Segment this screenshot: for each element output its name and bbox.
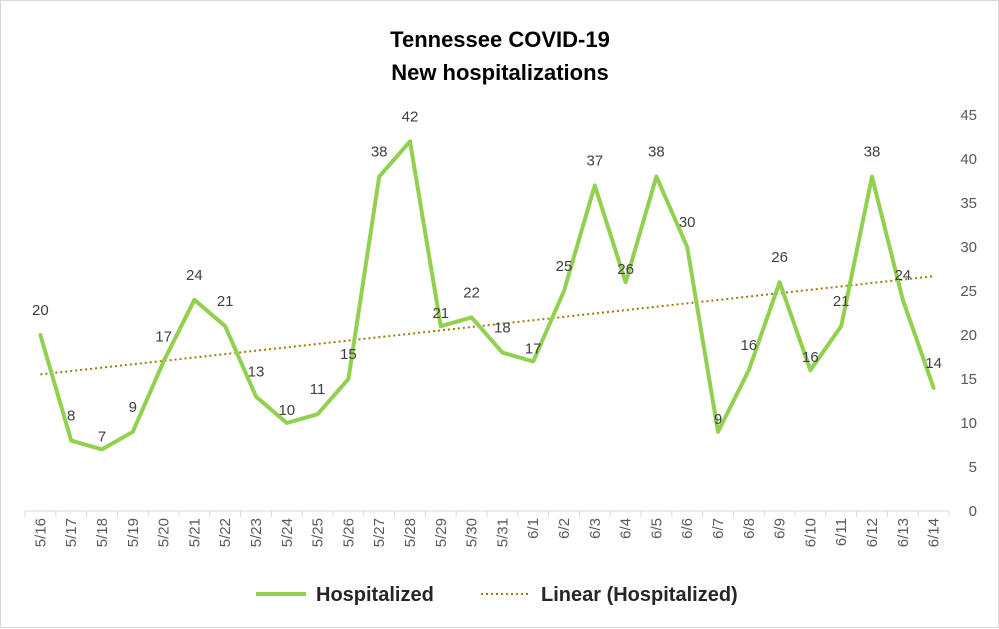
data-label: 16 [802,349,819,366]
data-labels: 20 8 7 9 17 24 21 13 10 11 15 38 42 21 22 18 17 25 37 26 38 3… [32,108,942,445]
x-tick-label: 6/2 [556,518,573,539]
data-label: 26 [771,249,788,266]
trendline [40,275,934,376]
data-label: 30 [679,214,696,231]
data-label: 38 [864,144,881,161]
data-label: 14 [925,355,942,372]
x-tick-label: 6/7 [710,518,727,539]
data-label: 7 [98,428,106,445]
x-tick-label: 6/12 [864,518,881,547]
x-tick-label: 6/6 [679,518,696,539]
x-tick-label: 5/29 [433,518,450,547]
x-tick-label: 6/1 [525,518,542,539]
data-label: 25 [556,258,573,275]
data-label: 18 [494,320,511,337]
y-tick-label: 20 [960,327,977,344]
y-tick-label: 25 [960,283,977,300]
legend-item-linear: Linear (Hospitalized) [481,584,738,606]
x-tick-label: 6/9 [772,518,789,539]
y-tick-label: 35 [960,195,977,212]
data-label: 26 [617,261,634,278]
series-line-hospitalized [38,139,936,452]
x-tick-label: 5/24 [279,518,296,547]
x-tick-label: 6/14 [926,518,943,547]
data-label: 13 [248,364,265,381]
legend-label-linear: Linear (Hospitalized) [541,584,738,606]
x-tick-label: 6/13 [895,518,912,547]
data-label: 16 [740,337,757,354]
data-label: 9 [129,399,137,416]
x-tick-label: 6/3 [587,518,604,539]
y-tick-label: 45 [960,107,977,124]
x-tick-labels: 5/16 5/17 5/18 5/19 5/20 5/21 5/22 5/23 5/24 5/25… [32,518,942,547]
x-tick-label: 5/22 [217,518,234,547]
x-tick-label: 5/26 [340,518,357,547]
legend: Hospitalized Linear (Hospitalized) [256,584,738,606]
data-label: 10 [278,402,295,419]
data-label: 24 [894,267,911,284]
data-label: 21 [833,293,850,310]
data-label: 9 [714,411,722,428]
chart-subtitle: New hospitalizations [391,60,609,85]
x-tick-label: 6/11 [833,518,850,546]
data-label: 8 [67,408,75,425]
x-tick-label: 5/30 [464,518,481,547]
series-layer [38,139,936,452]
x-tick-label: 6/4 [618,518,635,539]
legend-label-hospitalized: Hospitalized [316,584,434,606]
y-tick-label: 0 [969,503,977,520]
x-tick-label: 5/16 [32,518,49,547]
x-tick-label: 5/31 [494,518,511,547]
x-tick-label: 6/8 [741,518,758,539]
x-tick-label: 6/5 [648,518,665,539]
x-tick-label: 5/23 [248,518,265,547]
x-tick-label: 5/25 [310,518,327,547]
data-label: 38 [648,144,665,161]
data-label: 17 [155,328,172,345]
legend-item-hospitalized: Hospitalized [256,584,434,606]
data-label: 11 [310,381,326,398]
y-tick-labels: 0 5 10 15 20 25 30 35 40 45 [960,107,977,520]
x-tick-label: 5/21 [186,518,203,547]
y-tick-label: 40 [960,151,977,168]
y-tick-label: 15 [960,371,977,388]
data-label: 21 [432,305,449,322]
x-tick-label: 5/18 [94,518,111,547]
x-tick-label: 5/28 [402,518,419,547]
x-tick-label: 5/20 [156,518,173,547]
data-label: 42 [402,108,419,125]
x-tick-marks [24,511,950,517]
x-tick-label: 5/19 [125,518,142,547]
x-tick-label: 5/27 [371,518,388,547]
y-tick-label: 30 [960,239,977,256]
data-label: 21 [217,293,234,310]
y-tick-label: 5 [969,459,977,476]
x-tick-label: 6/10 [802,518,819,547]
x-tick-label: 5/17 [63,518,80,547]
data-label: 37 [586,152,603,169]
chart-title: Tennessee COVID-19 [390,27,610,52]
data-label: 20 [32,302,49,319]
y-tick-label: 10 [960,415,977,432]
data-label: 22 [463,284,480,301]
data-label: 17 [525,340,542,357]
data-label: 24 [186,267,203,284]
trendline-layer [40,275,934,376]
data-label: 38 [371,144,388,161]
data-label: 15 [340,346,357,363]
